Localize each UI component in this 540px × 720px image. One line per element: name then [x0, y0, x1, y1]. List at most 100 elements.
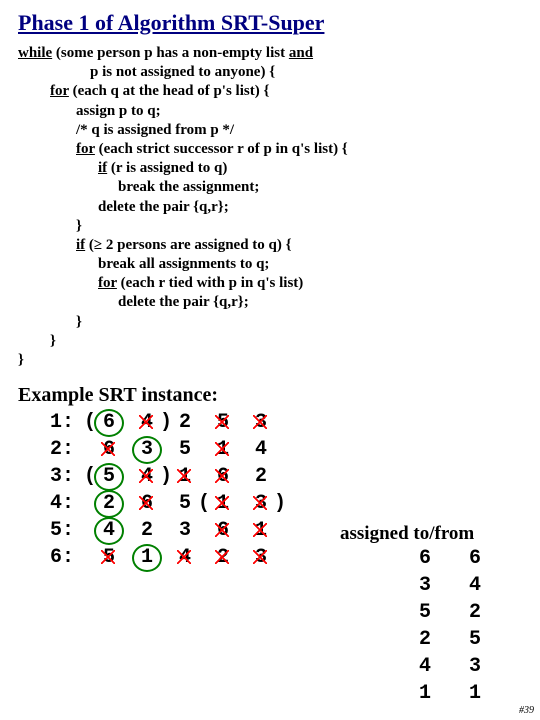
- pref-cell: 2: [90, 490, 128, 517]
- pref-value: 1: [217, 438, 229, 461]
- pref-cell: 4): [128, 409, 166, 436]
- assigned-row: 43: [400, 653, 500, 680]
- paren: (: [84, 463, 96, 490]
- algo-line-16: }: [18, 332, 540, 351]
- assigned-row: 34: [400, 572, 500, 599]
- algo-line-3: for (each q at the head of p's list) {: [18, 82, 540, 101]
- pref-value: 6: [103, 438, 115, 461]
- pref-cell: 1: [242, 517, 280, 544]
- pref-value: 1: [141, 546, 153, 569]
- algo-line-5: /* q is assigned from p */: [18, 121, 540, 140]
- pref-value: 2: [217, 546, 229, 569]
- table-row: 1:(64)253: [50, 409, 280, 436]
- algo-line-13: for (each r tied with p in q's list): [18, 274, 540, 293]
- pref-cell: 4: [242, 436, 280, 463]
- pref-cell: 2: [204, 544, 242, 571]
- pref-cell: 6: [128, 490, 166, 517]
- table-row: 6:51423: [50, 544, 280, 571]
- table-row: 5:42361: [50, 517, 280, 544]
- pref-value: 4: [179, 546, 191, 569]
- slide-number: #39: [519, 705, 534, 716]
- pref-cell: 2: [128, 517, 166, 544]
- assigned-from: 6: [450, 545, 500, 572]
- pref-value: 2: [141, 519, 153, 542]
- kw-if: if: [76, 237, 85, 253]
- pref-cell: 1: [166, 463, 204, 490]
- txt: (each strict successor r of p in q's lis…: [95, 141, 348, 157]
- algo-line-6: for (each strict successor r of p in q's…: [18, 140, 540, 159]
- preference-table: 1:(64)2532:635143:(54)1624:265(13)5:4236…: [50, 409, 280, 571]
- paren: (: [84, 409, 96, 436]
- kw-for: for: [76, 141, 95, 157]
- row-label: 2:: [50, 436, 90, 463]
- txt: (≥ 2 persons are assigned to q) {: [85, 237, 291, 253]
- assigned-from: 5: [450, 626, 500, 653]
- example-title: Example SRT instance:: [0, 370, 540, 407]
- pref-value: 5: [103, 546, 115, 569]
- slide-title: Phase 1 of Algorithm SRT-Super: [0, 0, 540, 36]
- pref-value: 3: [255, 546, 267, 569]
- algo-line-11: if (≥ 2 persons are assigned to q) {: [18, 236, 540, 255]
- txt: (each r tied with p in q's list): [117, 275, 303, 291]
- kw-for: for: [98, 275, 117, 291]
- pref-cell: 5: [204, 409, 242, 436]
- pref-cell: 4): [128, 463, 166, 490]
- pref-value: 4: [103, 519, 115, 542]
- pref-value: 6: [103, 411, 115, 434]
- algo-line-8: break the assignment;: [18, 178, 540, 197]
- pref-value: 2: [255, 465, 267, 488]
- pref-cell: 3: [166, 517, 204, 544]
- assigned-row: 66: [400, 545, 500, 572]
- algo-line-12: break all assignments to q;: [18, 255, 540, 274]
- pref-cell: 6: [90, 436, 128, 463]
- txt: (some person p has a non-empty list: [52, 45, 289, 61]
- assigned-from: 3: [450, 653, 500, 680]
- assigned-to: 1: [400, 680, 450, 707]
- row-label: 4:: [50, 490, 90, 517]
- algo-line-9: delete the pair {q,r};: [18, 198, 540, 217]
- pref-cell: 4: [90, 517, 128, 544]
- pref-value: 2: [103, 492, 115, 515]
- assigned-to: 5: [400, 599, 450, 626]
- algo-line-10: }: [18, 217, 540, 236]
- assigned-to: 4: [400, 653, 450, 680]
- pref-value: 5: [179, 492, 191, 515]
- pref-cell: 4: [166, 544, 204, 571]
- assigned-to: 6: [400, 545, 450, 572]
- pref-value: 3: [255, 411, 267, 434]
- kw-for: for: [50, 83, 69, 99]
- pref-value: 3: [141, 438, 153, 461]
- assigned-table: 663452254311: [340, 545, 500, 707]
- assigned-row: 11: [400, 680, 500, 707]
- pref-value: 4: [141, 411, 153, 434]
- assigned-header: assigned to/from: [340, 523, 500, 545]
- pref-value: 3: [255, 492, 267, 515]
- assigned-from: 4: [450, 572, 500, 599]
- assigned-to: 2: [400, 626, 450, 653]
- paren: (: [198, 490, 210, 517]
- pref-cell: 1: [204, 436, 242, 463]
- txt: (each q at the head of p's list) {: [69, 83, 270, 99]
- table-row: 4:265(13): [50, 490, 280, 517]
- pref-cell: 3): [242, 490, 280, 517]
- algo-line-15: }: [18, 313, 540, 332]
- pref-cell: (1: [204, 490, 242, 517]
- paren: ): [274, 490, 286, 517]
- txt: (r is assigned to q): [107, 160, 227, 176]
- pref-value: 1: [217, 492, 229, 515]
- table-row: 3:(54)162: [50, 463, 280, 490]
- pref-value: 6: [217, 519, 229, 542]
- pref-cell: 1: [128, 544, 166, 571]
- kw-and: and: [289, 45, 313, 61]
- assigned-to: 3: [400, 572, 450, 599]
- pref-value: 1: [179, 465, 191, 488]
- pref-value: 6: [141, 492, 153, 515]
- algo-line-17: }: [18, 351, 540, 370]
- pref-cell: 6: [204, 517, 242, 544]
- kw-if: if: [98, 160, 107, 176]
- pref-cell: 3: [242, 544, 280, 571]
- pref-value: 6: [217, 465, 229, 488]
- assigned-from: 2: [450, 599, 500, 626]
- pref-cell: 3: [242, 409, 280, 436]
- pref-value: 2: [179, 411, 191, 434]
